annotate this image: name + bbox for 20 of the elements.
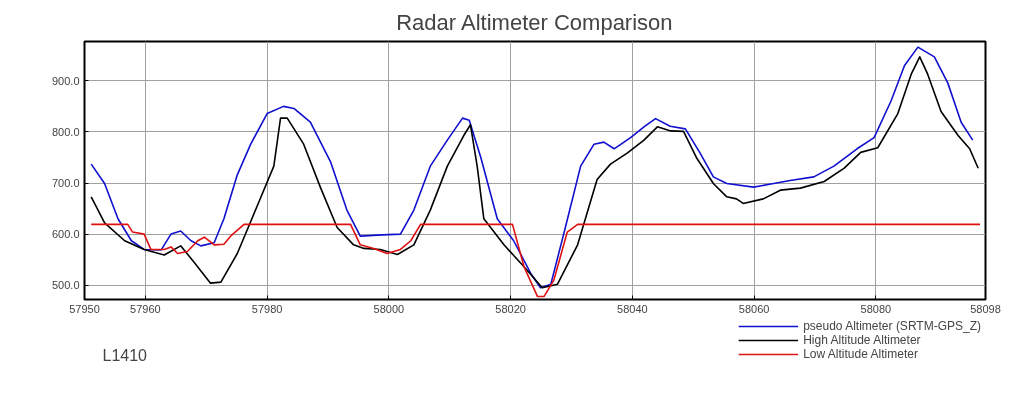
y-tick-label: 500.0 <box>51 279 80 292</box>
legend-label: Low Altitude Altimeter <box>803 347 918 361</box>
x-tick-label: 58040 <box>617 302 648 315</box>
legend-label: pseudo Altimeter (SRTM-GPS_Z) <box>803 319 981 333</box>
x-tick-label: 58098 <box>970 302 1001 315</box>
x-tick-label: 58000 <box>373 302 405 315</box>
x-tick-label: 58080 <box>860 302 892 315</box>
y-tick-label: 700.0 <box>51 177 80 190</box>
text: L1410 <box>102 346 148 364</box>
x-tick-label: 57950 <box>69 302 100 315</box>
x-tick-label: 58020 <box>495 302 526 315</box>
line-series <box>90 223 981 298</box>
x-tick-label: 57960 <box>130 302 161 315</box>
x-tick-label: 57980 <box>251 302 283 315</box>
y-tick-label: 800.0 <box>51 125 80 138</box>
y-tick-label: 600.0 <box>51 228 80 241</box>
x-tick-label: 58060 <box>738 302 770 315</box>
chart-title: Radar Altimeter Comparison <box>396 9 673 35</box>
legend-label: High Altitude Altimeter <box>803 333 921 347</box>
y-tick-label: 900.0 <box>51 74 80 87</box>
